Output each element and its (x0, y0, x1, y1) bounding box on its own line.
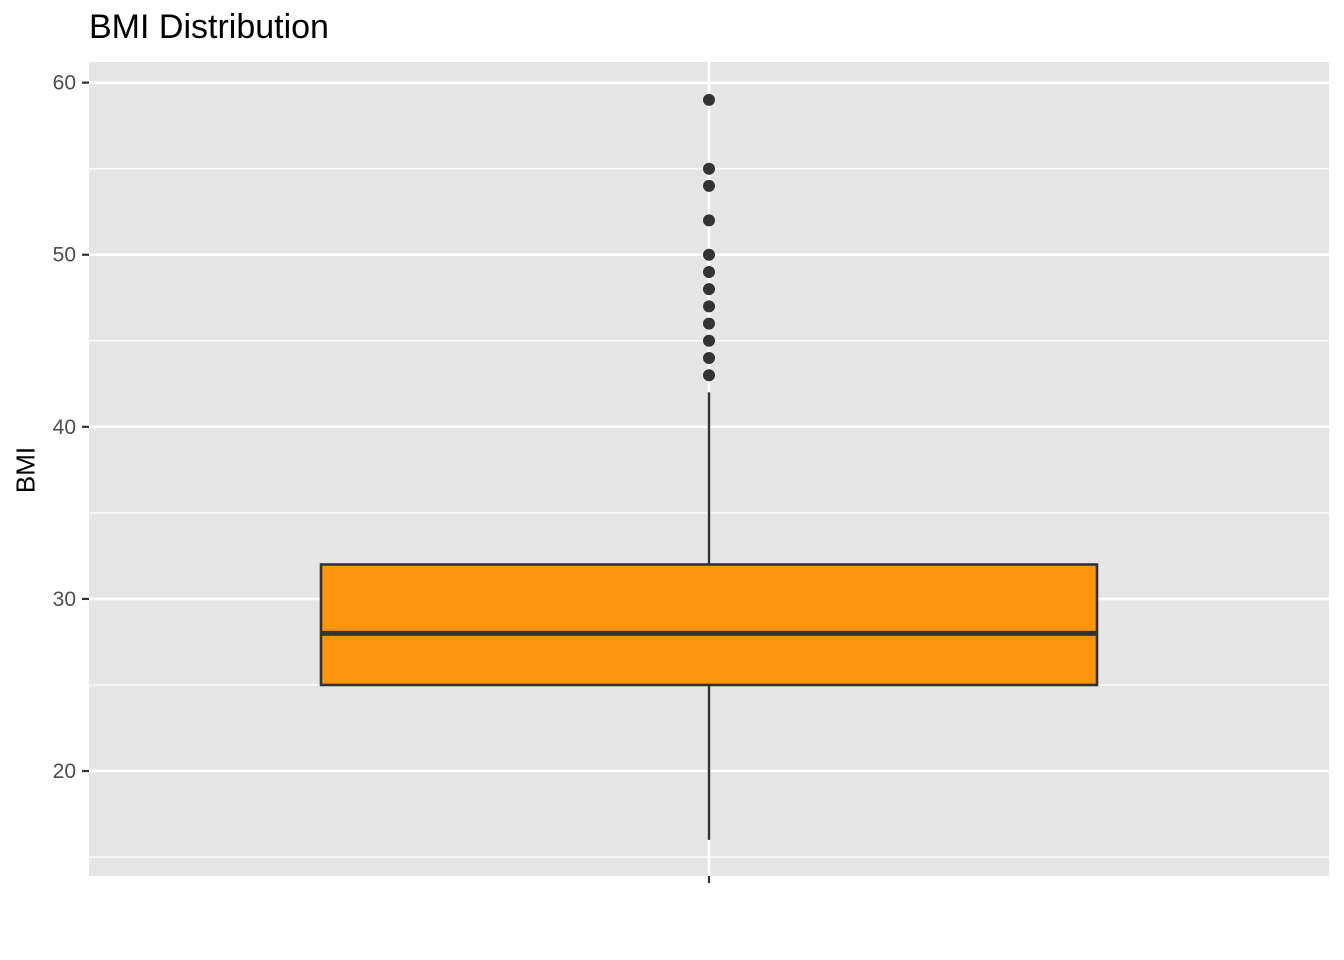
outlier-point (703, 334, 715, 347)
outlier-point (703, 248, 715, 261)
outlier-point (703, 179, 715, 192)
outlier-point (703, 283, 715, 296)
outlier-point (703, 369, 715, 382)
iqr-box (319, 563, 1099, 687)
outlier-point (703, 93, 715, 106)
y-tick-label: 30 (53, 588, 76, 611)
outlier-point (703, 265, 715, 278)
y-tick-label: 50 (53, 244, 76, 267)
outlier-point (703, 317, 715, 330)
y-axis: 20 30 40 50 60 (53, 72, 89, 783)
y-tick-label: 40 (53, 416, 76, 439)
box-group (319, 93, 1099, 840)
chart-title: BMI Distribution (89, 8, 329, 46)
outlier-point (703, 300, 715, 313)
outlier-point (703, 162, 715, 175)
y-tick-label: 20 (53, 760, 76, 783)
outlier-point (703, 214, 715, 227)
y-tick-label: 60 (53, 72, 76, 95)
outlier-point (703, 352, 715, 364)
